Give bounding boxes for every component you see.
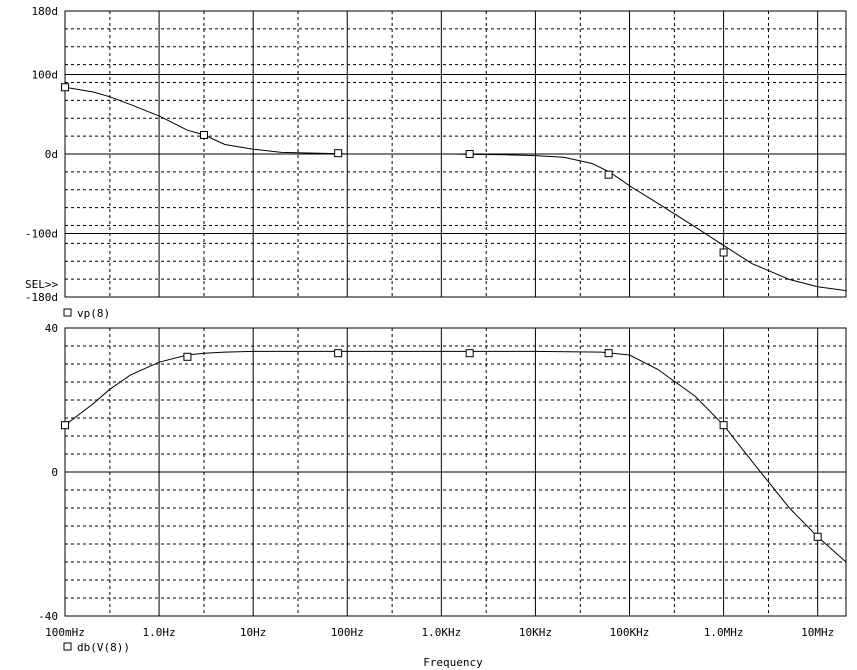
legend-marker: [63, 308, 72, 317]
phase-data-point: [604, 170, 613, 179]
magnitude-data-point: [61, 421, 69, 430]
legends: vp(8) db(V(8)): [63, 307, 130, 654]
phase-ytick-label: -180d: [25, 291, 58, 304]
phase-data-point: [61, 83, 69, 92]
sel-marker: SEL>>: [25, 278, 58, 291]
x-tick-label: 100mHz: [45, 626, 85, 639]
x-tick-label: 10KHz: [519, 626, 552, 639]
phase-data-point: [719, 248, 728, 257]
magnitude-data-point: [465, 349, 474, 358]
x-tick-label: 10MHz: [801, 626, 834, 639]
x-tick-label: 1.0MHz: [704, 626, 744, 639]
x-axis: Frequency 100mHz 1.0Hz 10Hz 100Hz 1.0KHz 10KH…: [45, 626, 834, 669]
magnitude-data-point: [813, 532, 822, 541]
magnitude-frame: [64, 327, 847, 617]
phase-ytick-label: -100d: [25, 227, 58, 240]
phase-ytick-label: 180d: [32, 5, 59, 18]
magnitude-data-point: [183, 352, 192, 361]
x-axis-label: Frequency: [423, 656, 483, 669]
x-tick-label: 1.0Hz: [143, 626, 176, 639]
magnitude-ytick-label: -40: [38, 610, 58, 623]
magnitude-ytick-label: 0: [51, 466, 58, 479]
phase-data-point: [334, 149, 343, 158]
phase-data-point: [199, 130, 208, 139]
x-tick-label: 100KHz: [610, 626, 650, 639]
magnitude-data-point: [604, 349, 613, 358]
phase-series-line: [64, 86, 348, 155]
phase-ytick-label: 0d: [45, 148, 58, 161]
x-tick-label: 1.0KHz: [421, 626, 461, 639]
legend-marker: [63, 642, 72, 651]
phase-data-point: [465, 150, 474, 158]
magnitude-ytick-label: 40: [45, 322, 58, 335]
x-tick-label: 100Hz: [331, 626, 364, 639]
legend-label: vp(8): [77, 307, 110, 320]
legend-label: db(V(8)): [77, 641, 130, 654]
magnitude-series-line: [64, 350, 847, 563]
magnitude-data-point: [719, 421, 728, 430]
phase-ytick-label: 100d: [32, 69, 59, 82]
phase-series-line: [452, 153, 847, 292]
phase-frame: [64, 10, 847, 298]
magnitude-data-point: [334, 349, 343, 358]
x-tick-label: 10Hz: [240, 626, 267, 639]
magnitude-plot: 40 0 -40: [38, 322, 847, 623]
